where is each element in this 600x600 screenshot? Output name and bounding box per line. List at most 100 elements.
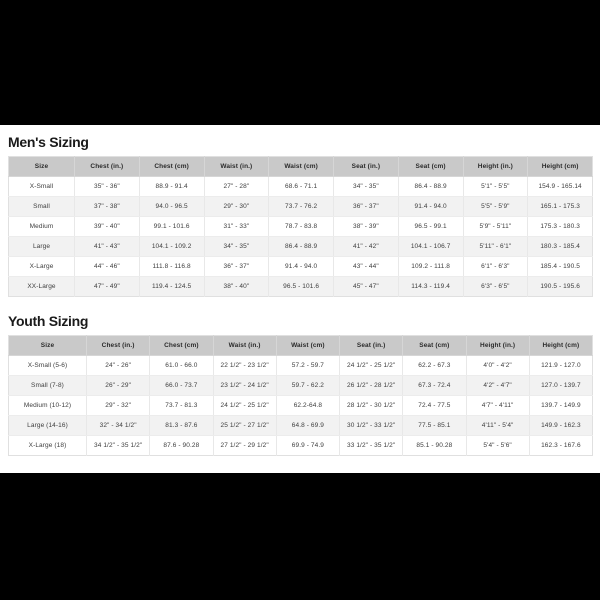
mens-table-body: X-Small 35" - 36" 88.9 - 91.4 27" - 28" … (8, 176, 593, 297)
cell-waist-cm: 68.6 - 71.1 (268, 176, 334, 197)
cell-seat-in: 38" - 39" (333, 216, 399, 237)
cell-height-in: 6'1" - 6'3" (463, 256, 529, 277)
table-row: Small (7-8) 26" - 29" 66.0 - 73.7 23 1/2… (8, 375, 593, 396)
table-row: X-Small 35" - 36" 88.9 - 91.4 27" - 28" … (8, 176, 593, 197)
cell-seat-in: 45" - 47" (333, 276, 399, 297)
cell-size: Small (8, 196, 75, 217)
cell-height-cm: 121.9 - 127.0 (529, 355, 593, 376)
cell-waist-cm: 73.7 - 76.2 (268, 196, 334, 217)
column-header-size: Size (8, 335, 87, 356)
youth-table-header: Size Chest (in.) Chest (cm) Waist (in.) … (8, 335, 593, 356)
column-header-waist-in: Waist (in.) (204, 156, 270, 177)
cell-height-cm: 154.9 - 165.14 (527, 176, 593, 197)
cell-seat-cm: 114.3 - 119.4 (398, 276, 464, 297)
cell-seat-cm: 91.4 - 94.0 (398, 196, 464, 217)
cell-chest-cm: 94.0 - 96.5 (139, 196, 205, 217)
cell-size: X-Large (18) (8, 435, 87, 456)
youth-sizing-title: Youth Sizing (8, 313, 89, 329)
cell-height-in: 4'11" - 5'4" (466, 415, 530, 436)
cell-waist-in: 38" - 40" (204, 276, 270, 297)
cell-height-in: 5'5" - 5'9" (463, 196, 529, 217)
cell-seat-in: 26 1/2" - 28 1/2" (339, 375, 404, 396)
cell-waist-cm: 78.7 - 83.8 (268, 216, 334, 237)
table-row: X-Large (18) 34 1/2" - 35 1/2" 87.6 - 90… (8, 435, 593, 456)
cell-waist-in: 27 1/2" - 29 1/2" (213, 435, 277, 456)
cell-height-cm: 127.0 - 139.7 (529, 375, 593, 396)
cell-seat-cm: 96.5 - 99.1 (398, 216, 464, 237)
cell-waist-in: 29" - 30" (204, 196, 270, 217)
cell-size: Large (8, 236, 75, 257)
cell-waist-cm: 59.7 - 62.2 (276, 375, 341, 396)
cell-seat-in: 33 1/2" - 35 1/2" (339, 435, 404, 456)
table-row: Medium 39" - 40" 99.1 - 101.6 31" - 33" … (8, 216, 593, 237)
cell-seat-in: 34" - 35" (333, 176, 399, 197)
mens-table-header: Size Chest (in.) Chest (cm) Waist (in.) … (8, 156, 593, 177)
column-header-chest-cm: Chest (cm) (149, 335, 214, 356)
table-row: Small 37" - 38" 94.0 - 96.5 29" - 30" 73… (8, 196, 593, 217)
cell-seat-cm: 104.1 - 106.7 (398, 236, 464, 257)
table-header-row: Size Chest (in.) Chest (cm) Waist (in.) … (8, 156, 593, 177)
cell-chest-cm: 81.3 - 87.6 (149, 415, 214, 436)
cell-size: X-Large (8, 256, 75, 277)
column-header-size: Size (8, 156, 75, 177)
cell-height-in: 4'7" - 4'11" (466, 395, 530, 416)
cell-seat-cm: 77.5 - 85.1 (402, 415, 467, 436)
cell-chest-in: 37" - 38" (74, 196, 140, 217)
column-header-seat-in: Seat (in.) (333, 156, 399, 177)
mens-sizing-table: Size Chest (in.) Chest (cm) Waist (in.) … (8, 156, 593, 297)
cell-seat-in: 24 1/2" - 25 1/2" (339, 355, 404, 376)
cell-seat-in: 43" - 44" (333, 256, 399, 277)
cell-height-cm: 180.3 - 185.4 (527, 236, 593, 257)
cell-height-cm: 165.1 - 175.3 (527, 196, 593, 217)
cell-chest-in: 24" - 26" (86, 355, 151, 376)
cell-waist-cm: 64.8 - 69.9 (276, 415, 341, 436)
table-header-row: Size Chest (in.) Chest (cm) Waist (in.) … (8, 335, 593, 356)
cell-waist-cm: 86.4 - 88.9 (268, 236, 334, 257)
table-row: Large 41" - 43" 104.1 - 109.2 34" - 35" … (8, 236, 593, 257)
cell-height-cm: 149.9 - 162.3 (529, 415, 593, 436)
cell-height-cm: 185.4 - 190.5 (527, 256, 593, 277)
cell-chest-in: 29" - 32" (86, 395, 151, 416)
column-header-chest-in: Chest (in.) (74, 156, 140, 177)
cell-height-in: 5'11" - 6'1" (463, 236, 529, 257)
cell-chest-in: 34 1/2" - 35 1/2" (86, 435, 151, 456)
cell-height-in: 6'3" - 6'5" (463, 276, 529, 297)
cell-size: X-Small (5-6) (8, 355, 87, 376)
cell-waist-in: 34" - 35" (204, 236, 270, 257)
cell-waist-in: 27" - 28" (204, 176, 270, 197)
cell-height-in: 5'4" - 5'6" (466, 435, 530, 456)
cell-height-cm: 162.3 - 167.6 (529, 435, 593, 456)
cell-seat-cm: 62.2 - 67.3 (402, 355, 467, 376)
table-row: Medium (10-12) 29" - 32" 73.7 - 81.3 24 … (8, 395, 593, 416)
cell-chest-cm: 87.6 - 90.28 (149, 435, 214, 456)
youth-sizing-table: Size Chest (in.) Chest (cm) Waist (in.) … (8, 335, 593, 456)
column-header-height-in: Height (in.) (466, 335, 530, 356)
cell-chest-in: 35" - 36" (74, 176, 140, 197)
cell-chest-cm: 61.0 - 66.0 (149, 355, 214, 376)
cell-chest-in: 41" - 43" (74, 236, 140, 257)
cell-chest-cm: 88.9 - 91.4 (139, 176, 205, 197)
column-header-chest-cm: Chest (cm) (139, 156, 205, 177)
cell-waist-in: 22 1/2" - 23 1/2" (213, 355, 277, 376)
cell-seat-cm: 86.4 - 88.9 (398, 176, 464, 197)
cell-height-in: 5'1" - 5'5" (463, 176, 529, 197)
cell-waist-in: 24 1/2" - 25 1/2" (213, 395, 277, 416)
cell-height-in: 4'0" - 4'2" (466, 355, 530, 376)
sizing-chart-page: Men's Sizing Size Chest (in.) Chest (cm)… (0, 125, 600, 473)
cell-waist-cm: 69.9 - 74.9 (276, 435, 341, 456)
cell-height-in: 5'9" - 5'11" (463, 216, 529, 237)
cell-waist-in: 23 1/2" - 24 1/2" (213, 375, 277, 396)
cell-seat-in: 30 1/2" - 33 1/2" (339, 415, 404, 436)
cell-height-in: 4'2" - 4'7" (466, 375, 530, 396)
table-row: Large (14-16) 32" - 34 1/2" 81.3 - 87.6 … (8, 415, 593, 436)
cell-size: Medium (8, 216, 75, 237)
cell-size: XX-Large (8, 276, 75, 297)
column-header-waist-cm: Waist (cm) (268, 156, 334, 177)
cell-chest-in: 32" - 34 1/2" (86, 415, 151, 436)
column-header-height-cm: Height (cm) (529, 335, 593, 356)
cell-chest-in: 47" - 49" (74, 276, 140, 297)
column-header-waist-in: Waist (in.) (213, 335, 277, 356)
column-header-waist-cm: Waist (cm) (276, 335, 341, 356)
table-row: XX-Large 47" - 49" 119.4 - 124.5 38" - 4… (8, 276, 593, 297)
cell-chest-in: 26" - 29" (86, 375, 151, 396)
